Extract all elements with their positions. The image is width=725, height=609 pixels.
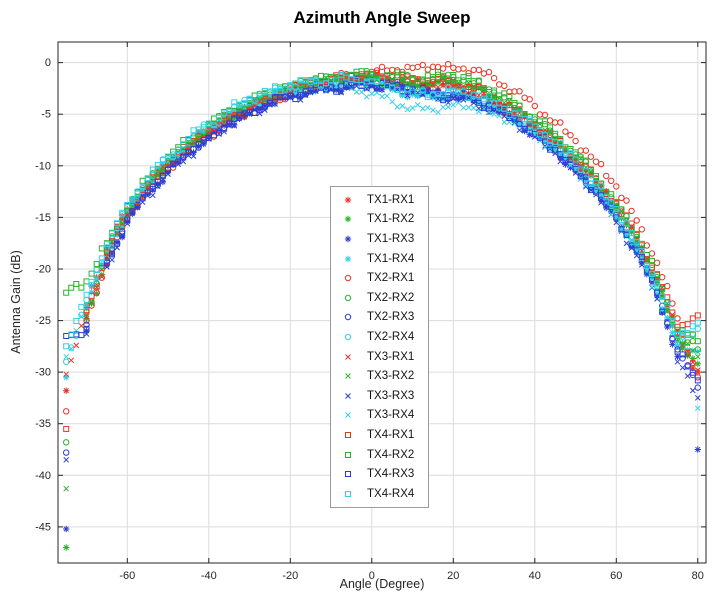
legend-item: TX2-RX2 <box>333 288 414 308</box>
x-tick-label: 40 <box>529 570 541 582</box>
x-tick-label: 0 <box>369 570 375 582</box>
legend-asterisk-marker-icon <box>344 255 352 262</box>
legend-item: TX4-RX1 <box>333 425 414 445</box>
legend-circle-marker-icon <box>344 274 352 282</box>
y-tick-label: 0 <box>45 57 51 69</box>
legend-label: TX1-RX4 <box>367 252 415 265</box>
legend-asterisk-marker-icon <box>344 196 352 203</box>
series-TX4-RX4 <box>63 71 701 350</box>
legend-label: TX4-RX4 <box>367 487 415 500</box>
legend-square-marker-icon <box>345 490 351 497</box>
legend-square-marker-icon <box>345 431 351 438</box>
legend-item: TX1-RX1 <box>333 190 414 210</box>
legend-item: TX1-RX3 <box>333 229 414 249</box>
y-tick-label: -30 <box>35 367 51 379</box>
x-tick-label: -40 <box>201 570 217 582</box>
chart-title: Azimuth Angle Sweep <box>293 8 471 27</box>
y-axis-label: Antenna Gain (dB) <box>9 250 23 354</box>
x-axis-label: Angle (Degree) <box>339 577 425 591</box>
legend-label: TX3-RX1 <box>367 350 415 363</box>
legend-item: TX3-RX2 <box>333 366 414 386</box>
x-tick-label: -60 <box>119 570 135 582</box>
y-tick-label: -5 <box>41 109 51 121</box>
legend-item: TX2-RX4 <box>333 327 414 347</box>
legend-item: TX2-RX1 <box>333 268 414 288</box>
legend-item: TX3-RX4 <box>333 406 414 426</box>
legend-item: TX1-RX2 <box>333 210 414 230</box>
legend-label: TX1-RX1 <box>367 193 415 206</box>
legend-label: TX4-RX1 <box>367 428 415 441</box>
legend-label: TX4-RX2 <box>367 448 415 461</box>
x-tick-label: 60 <box>610 570 622 582</box>
legend-circle-marker-icon <box>344 294 352 301</box>
legend-item: TX4-RX3 <box>333 464 414 484</box>
legend-item: TX4-RX2 <box>333 445 414 465</box>
legend-label: TX2-RX2 <box>367 291 415 304</box>
legend-label: TX2-RX1 <box>367 272 415 285</box>
legend-label: TX4-RX3 <box>367 468 415 481</box>
y-tick-label: -25 <box>35 315 51 327</box>
legend: TX1-RX1 TX1-RX2 TX1-RX3 TX1-RX4 TX2-RX1 TX2-R… <box>330 186 430 508</box>
legend-label: TX1-RX3 <box>367 232 415 245</box>
series-TX3-RX4 <box>63 80 701 412</box>
legend-item: TX3-RX1 <box>333 347 414 367</box>
legend-item: TX4-RX4 <box>333 484 414 504</box>
y-tick-label: -20 <box>35 264 51 276</box>
legend-label: TX3-RX4 <box>367 409 415 422</box>
legend-circle-marker-icon <box>344 333 352 341</box>
x-tick-label: 80 <box>692 570 704 582</box>
y-tick-label: -10 <box>35 160 51 172</box>
legend-asterisk-marker-icon <box>344 235 352 243</box>
legend-square-marker-icon <box>345 471 351 478</box>
legend-item: TX2-RX3 <box>333 308 414 328</box>
legend-x-marker-icon <box>345 373 351 379</box>
legend-label: TX1-RX2 <box>367 213 415 226</box>
legend-label: TX3-RX3 <box>367 389 415 402</box>
y-tick-label: -15 <box>35 212 51 224</box>
legend-square-marker-icon <box>345 451 351 458</box>
y-tick-label: -45 <box>35 521 51 533</box>
x-tick-label: 20 <box>447 570 459 582</box>
legend-item: TX1-RX4 <box>333 249 414 269</box>
legend-x-marker-icon <box>345 392 351 399</box>
legend-x-marker-icon <box>345 353 351 360</box>
y-tick-label: -35 <box>35 418 51 430</box>
legend-x-marker-icon <box>345 412 351 419</box>
legend-item: TX3-RX3 <box>333 386 414 406</box>
y-tick-label: -40 <box>35 470 51 482</box>
legend-label: TX3-RX2 <box>367 370 415 383</box>
legend-circle-marker-icon <box>344 314 352 321</box>
legend-asterisk-marker-icon <box>344 216 352 223</box>
legend-label: TX2-RX4 <box>367 330 415 343</box>
x-tick-label: -20 <box>282 570 298 582</box>
axes-box <box>57 41 707 564</box>
legend-label: TX2-RX3 <box>367 311 415 324</box>
